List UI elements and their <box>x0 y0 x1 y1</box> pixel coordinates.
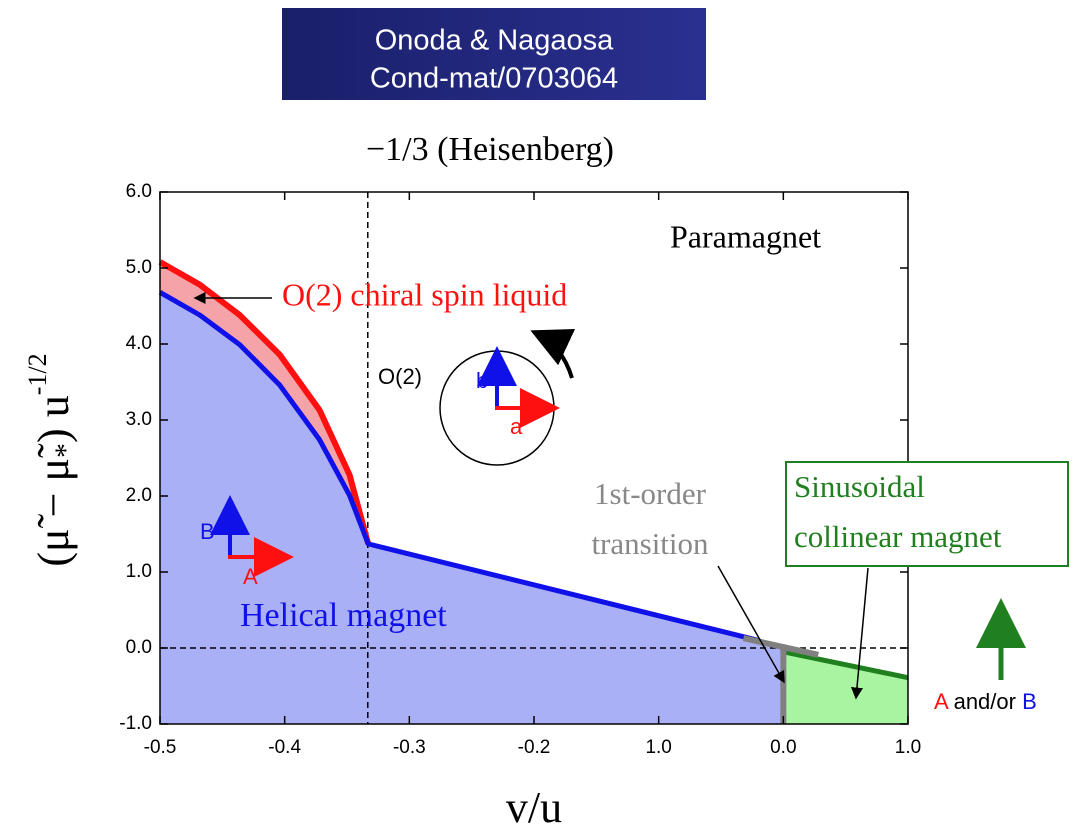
x-tick-label: 1.0 <box>895 737 921 758</box>
annotation: b <box>476 368 488 393</box>
arrow <box>530 329 576 379</box>
arrow <box>850 567 869 700</box>
x-tick-label: -0.4 <box>268 737 301 758</box>
annotation: transition <box>591 526 709 561</box>
annotation: a <box>510 414 523 439</box>
header-box <box>282 8 706 100</box>
y-tick-label: -1.0 <box>119 713 152 734</box>
curve <box>742 635 819 658</box>
y-tick-label: 4.0 <box>126 333 152 354</box>
x-tick-label: -0.3 <box>393 737 426 758</box>
annotation: 1st-order <box>594 476 707 511</box>
annotation-part: B <box>1022 689 1037 714</box>
top-label: −1/3 (Heisenberg) <box>366 131 614 168</box>
y-tick-label: 0.0 <box>126 637 152 658</box>
y-label-part: -1/2 <box>23 353 52 395</box>
header-line: Onoda & Nagaosa <box>375 25 614 57</box>
arrow <box>717 565 785 684</box>
y-tick-label: 1.0 <box>126 561 152 582</box>
x-tick-label: 1.0 <box>645 737 671 758</box>
annotation-part: A <box>934 689 949 714</box>
annotation: O(2) chiral spin liquid <box>282 276 567 312</box>
curve <box>158 259 372 545</box>
y-label-part: ) u <box>29 395 78 443</box>
y-tick-label: 2.0 <box>126 485 152 506</box>
y-label: (μ̃ − μ̃*) u-1/2 <box>23 353 82 566</box>
annotation: Helical magnet <box>240 597 447 634</box>
y-label-part: (μ̃ − μ̃ <box>29 443 78 567</box>
annotation: A and/or B <box>934 689 1037 714</box>
annotation: collinear magnet <box>794 519 1002 554</box>
y-tick-label: 3.0 <box>126 409 152 430</box>
annotation-part: and/or <box>947 689 1022 714</box>
annotation: B <box>200 519 215 544</box>
curve <box>158 290 760 643</box>
curve <box>782 649 909 681</box>
x-label: v/u <box>506 783 562 832</box>
annotation: Paramagnet <box>670 218 821 254</box>
annotation: A <box>243 564 258 589</box>
area <box>783 651 908 724</box>
y-tick-label: 5.0 <box>126 257 152 278</box>
x-tick-label: -0.5 <box>144 737 177 758</box>
y-label-part: * <box>49 443 82 458</box>
label-box <box>785 461 1069 567</box>
annotation: O(2) <box>378 364 422 389</box>
y-tick-label: 6.0 <box>126 181 152 202</box>
header-line: Cond-mat/0703064 <box>370 63 618 95</box>
area <box>160 292 784 724</box>
annotation: Sinusoidal <box>794 469 925 504</box>
x-tick-label: -0.2 <box>518 737 551 758</box>
x-tick-label: 0.0 <box>770 737 796 758</box>
